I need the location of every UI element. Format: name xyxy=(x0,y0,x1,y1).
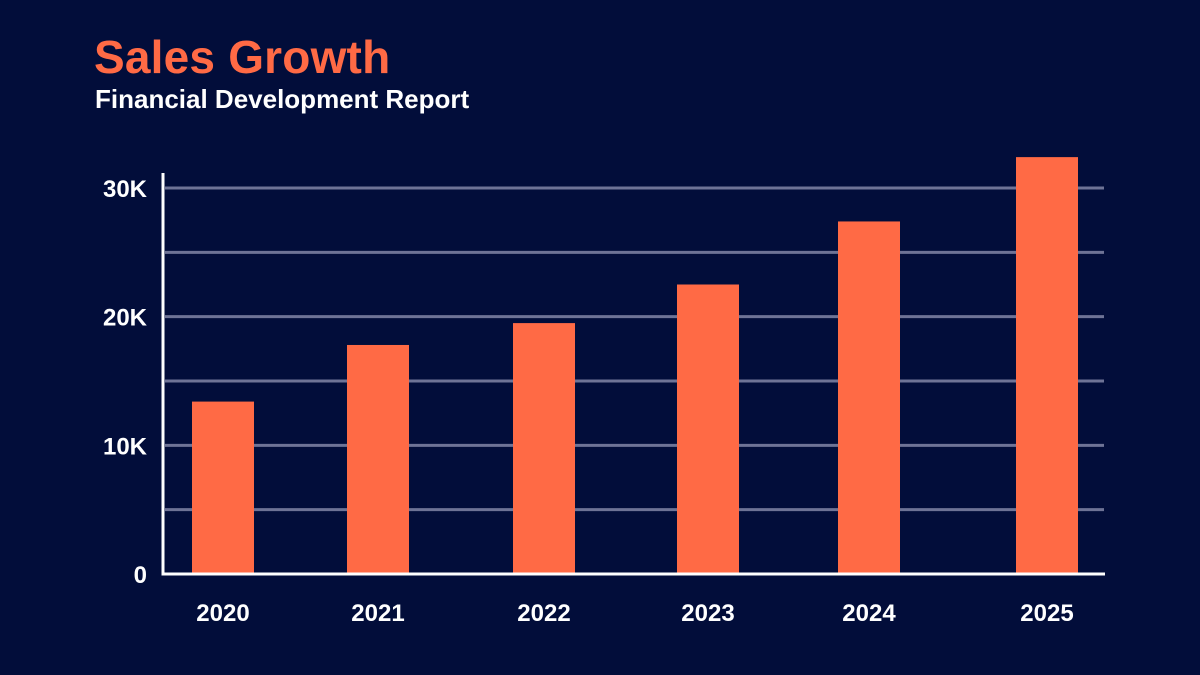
chart-title: Sales Growth xyxy=(94,31,391,83)
x-tick-label: 2021 xyxy=(351,600,404,627)
x-tick-label: 2022 xyxy=(517,600,570,627)
gridlines xyxy=(165,186,1104,512)
x-tick-label: 2023 xyxy=(681,600,734,627)
x-tick-label: 2020 xyxy=(196,600,249,627)
bars xyxy=(192,157,1078,574)
bar-2024 xyxy=(838,221,900,574)
bar-2020 xyxy=(192,401,254,574)
chart-subtitle: Financial Development Report xyxy=(95,84,470,114)
y-tick-label: 10K xyxy=(103,433,148,460)
x-tick-label: 2024 xyxy=(842,600,896,627)
bar-2021 xyxy=(347,344,409,574)
bar-2022 xyxy=(513,323,575,574)
x-tick-labels: 2020 2021 2022 2023 2024 2025 xyxy=(196,600,1073,627)
y-tick-label: 0 xyxy=(134,562,147,589)
x-tick-label: 2025 xyxy=(1020,600,1073,627)
y-tick-label: 30K xyxy=(103,176,148,203)
axes xyxy=(161,173,1105,576)
y-tick-label: 20K xyxy=(103,305,148,332)
bar-2025 xyxy=(1016,157,1078,574)
y-tick-labels: 0 10K 20K 30K xyxy=(103,176,148,589)
bar-2023 xyxy=(677,284,739,574)
